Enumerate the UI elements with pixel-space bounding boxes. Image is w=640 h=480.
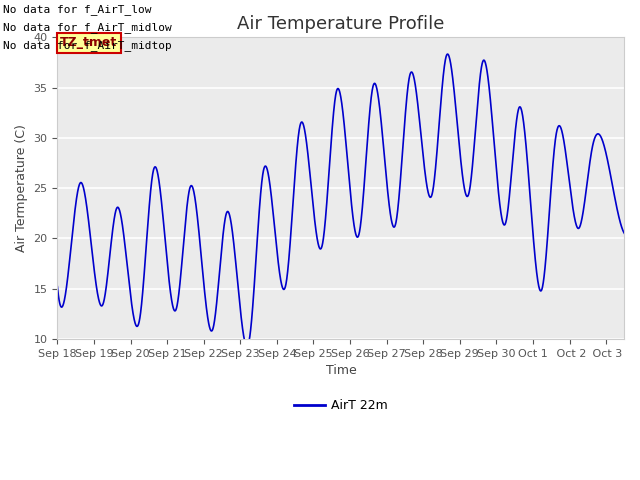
Text: No data for f_AirT_midtop: No data for f_AirT_midtop [3,40,172,51]
X-axis label: Time: Time [326,364,356,377]
Y-axis label: Air Termperature (C): Air Termperature (C) [15,124,28,252]
Text: No data for f_AirT_midlow: No data for f_AirT_midlow [3,22,172,33]
Legend: AirT 22m: AirT 22m [289,394,393,417]
Text: No data for f_AirT_low: No data for f_AirT_low [3,4,152,15]
Text: TZ_tmet: TZ_tmet [60,36,118,49]
Title: Air Temperature Profile: Air Temperature Profile [237,15,445,33]
